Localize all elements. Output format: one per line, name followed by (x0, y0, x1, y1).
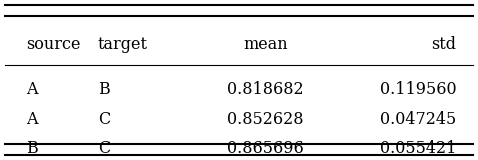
Text: B: B (98, 81, 110, 98)
Text: mean: mean (243, 36, 288, 53)
Text: B: B (26, 140, 38, 157)
Text: source: source (26, 36, 81, 53)
Text: std: std (432, 36, 456, 53)
Text: 0.047245: 0.047245 (380, 111, 456, 128)
Text: 0.055421: 0.055421 (380, 140, 456, 157)
Text: A: A (26, 81, 38, 98)
Text: 0.119560: 0.119560 (380, 81, 456, 98)
Text: A: A (26, 111, 38, 128)
Text: C: C (98, 111, 110, 128)
Text: C: C (98, 140, 110, 157)
Text: 0.865696: 0.865696 (227, 140, 304, 157)
Text: 0.818682: 0.818682 (227, 81, 304, 98)
Text: 0.852628: 0.852628 (227, 111, 304, 128)
Text: target: target (98, 36, 148, 53)
